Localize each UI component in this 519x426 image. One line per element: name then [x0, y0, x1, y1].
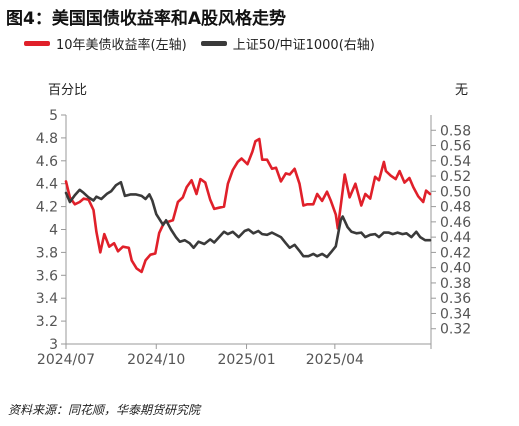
- right-tick-label: 0.56: [440, 139, 471, 155]
- x-tick-label: 2025/01: [217, 352, 275, 368]
- legend-item-us10y: 10年美债收益率(左轴): [24, 34, 187, 53]
- right-tick-label: 0.46: [440, 215, 471, 231]
- chart-title: 图4：美国国债收益率和A股风格走势: [6, 9, 286, 29]
- right-tick-label: 0.36: [440, 291, 471, 307]
- left-tick-label: 3.8: [36, 245, 58, 261]
- right-tick-label: 0.58: [440, 123, 471, 139]
- legend-swatch-us10y: [24, 41, 50, 46]
- right-tick-label: 0.52: [440, 169, 471, 185]
- left-tick-label: 4.6: [36, 154, 58, 170]
- right-tick-label: 0.54: [440, 154, 471, 170]
- legend-label-us10y: 10年美债收益率(左轴): [56, 38, 187, 53]
- legend-label-ratio: 上证50/中证1000(右轴): [232, 38, 375, 53]
- source-note: 资料来源：同花顺，华泰期货研究院: [8, 403, 201, 417]
- right-tick-label: 0.48: [440, 200, 471, 216]
- axes-group: 33.23.43.63.844.24.44.64.850.320.340.360…: [36, 108, 472, 368]
- series-line-ratio: [64, 180, 432, 259]
- right-tick-label: 0.34: [440, 306, 471, 322]
- legend-item-ratio: 上证50/中证1000(右轴): [200, 34, 375, 53]
- left-tick-label: 4.4: [36, 177, 58, 193]
- left-tick-label: 4: [49, 223, 58, 239]
- left-tick-label: 3: [49, 337, 58, 353]
- right-tick-label: 0.40: [440, 261, 471, 277]
- left-tick-label: 3.2: [36, 314, 58, 330]
- x-tick-label: 2024/10: [127, 352, 185, 368]
- left-tick-label: 3.4: [36, 291, 58, 307]
- left-axis-unit: 百分比: [48, 83, 88, 98]
- left-tick-label: 4.2: [36, 200, 58, 216]
- right-tick-label: 0.50: [440, 184, 471, 200]
- x-tick-label: 2024/07: [37, 352, 95, 368]
- right-tick-label: 0.32: [440, 322, 471, 338]
- right-axis-unit: 无: [455, 83, 469, 98]
- left-tick-label: 5: [49, 108, 58, 124]
- legend: 10年美债收益率(左轴) 上证50/中证1000(右轴): [24, 34, 389, 53]
- right-tick-label: 0.38: [440, 276, 471, 292]
- legend-swatch-ratio: [200, 41, 227, 46]
- right-tick-label: 0.42: [440, 245, 471, 261]
- left-tick-label: 3.6: [36, 268, 58, 284]
- right-tick-label: 0.44: [440, 230, 471, 246]
- left-tick-label: 4.8: [36, 131, 58, 147]
- x-tick-label: 2025/04: [306, 352, 364, 368]
- series-line-us10y: [64, 137, 432, 274]
- series-group: [64, 137, 432, 274]
